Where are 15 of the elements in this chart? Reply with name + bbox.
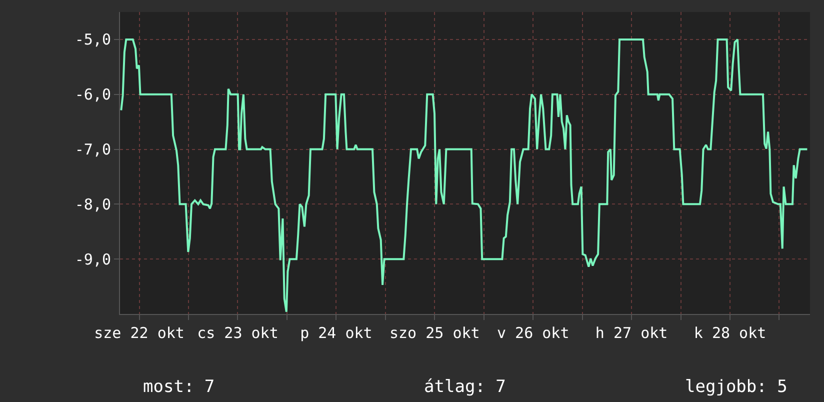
- x-tick-label: szo 25 okt: [389, 324, 480, 342]
- x-tick-label: k 28 okt: [694, 324, 766, 342]
- y-tick-label: -8,0: [74, 195, 111, 214]
- y-tick-label: -7,0: [74, 140, 111, 159]
- text: most: 7: [143, 377, 215, 397]
- x-tick-label: v 26 okt: [496, 324, 570, 342]
- y-tick-label: -5,0: [74, 30, 111, 49]
- x-tick-label: h 27 okt: [595, 324, 668, 342]
- text: legjobb: 5: [685, 377, 788, 397]
- x-tick-label: p 24 okt: [300, 324, 372, 342]
- y-tick-label: -9,0: [74, 250, 111, 268]
- text: átlag: 7: [424, 377, 506, 397]
- x-tick-label: cs 23 okt: [197, 324, 278, 342]
- x-tick-label: sze 22 okt: [94, 324, 184, 342]
- y-tick-label: -6,0: [74, 86, 111, 104]
